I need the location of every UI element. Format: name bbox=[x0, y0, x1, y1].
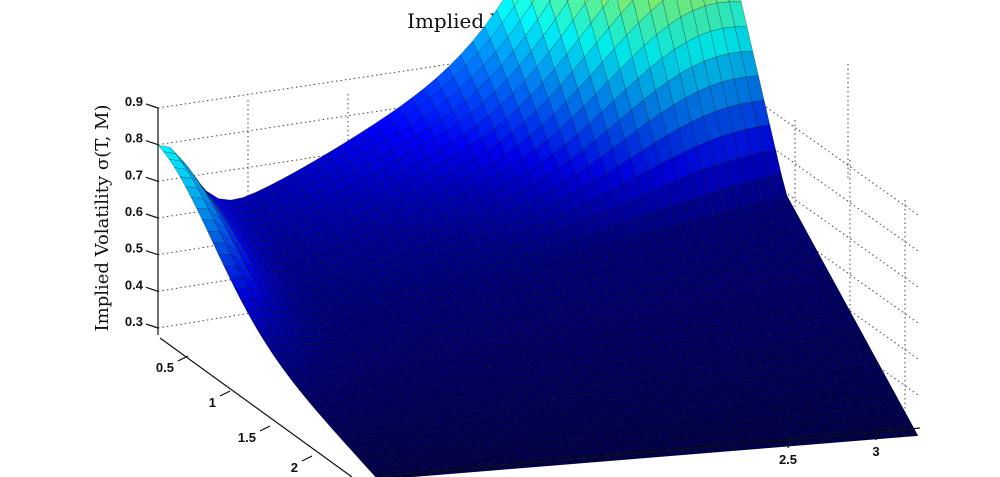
left-axis-tick-mark bbox=[301, 455, 313, 462]
left-axis-tick-label: 1.5 bbox=[238, 430, 256, 445]
left-axis-line bbox=[159, 337, 353, 477]
surface-mesh bbox=[157, 0, 919, 477]
z-tick-label: 0.7 bbox=[125, 167, 143, 182]
right-axis-tick-label: 2.5 bbox=[779, 452, 797, 467]
left-axis-tick-mark bbox=[259, 425, 271, 432]
left-axis-tick-label: 0.5 bbox=[156, 360, 174, 375]
z-tick-mark bbox=[145, 103, 159, 109]
left-axis-tick-mark bbox=[219, 390, 231, 397]
right-axis-tick-mark bbox=[787, 439, 791, 449]
surface-patch bbox=[530, 0, 535, 4]
z-tick-label: 0.4 bbox=[125, 277, 144, 292]
left-axis-tick-label: 1 bbox=[209, 395, 216, 410]
z-axis-label: Implied Volatility σ(T, M) bbox=[92, 105, 113, 332]
z-tick-label: 0.5 bbox=[125, 241, 143, 256]
right-axis-tick-mark bbox=[875, 431, 879, 441]
left-axis-tick-mark bbox=[177, 355, 189, 362]
z-tick-label: 0.6 bbox=[125, 204, 143, 219]
z-tick-label: 0.8 bbox=[125, 131, 143, 146]
z-tick-label: 0.3 bbox=[125, 314, 143, 329]
z-tick-mark bbox=[145, 250, 159, 256]
z-tick-mark bbox=[145, 286, 159, 292]
right-axis-tick-label: 3 bbox=[872, 444, 879, 459]
axes: 0.3 0.4 0.5 0.6 0.7 0.8 0.9 0.5 1 1.5 2 2.5 3 bbox=[125, 94, 921, 477]
z-tick-mark bbox=[145, 213, 159, 219]
right-axis-line bbox=[379, 427, 921, 477]
z-tick-mark bbox=[145, 176, 159, 182]
left-axis-tick-label: 2 bbox=[291, 460, 298, 475]
z-tick-mark bbox=[145, 140, 159, 146]
z-tick-mark bbox=[145, 323, 159, 329]
z-tick-label: 0.9 bbox=[125, 94, 143, 109]
